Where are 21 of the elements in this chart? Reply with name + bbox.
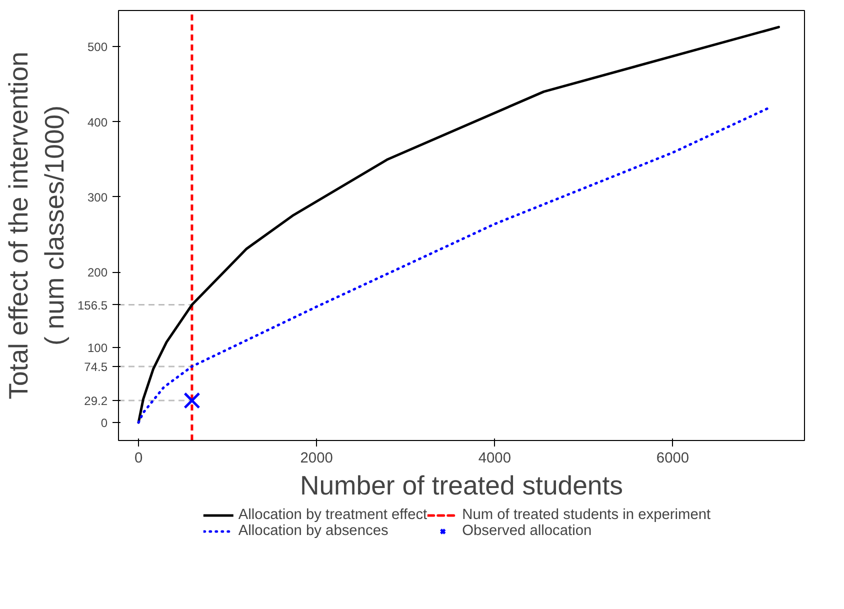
legend-label: Allocation by absences [238,523,388,539]
y-tick-label: 400 [87,115,108,130]
y-tick-label: 300 [87,190,108,204]
legend-label: Allocation by treatment effect [238,507,428,523]
y-tick-label: 500 [87,40,108,54]
x-tick-label: 2000 [300,450,333,466]
y-tick-label: 0 [100,416,108,430]
line-series [137,106,772,424]
legend-label: Observed allocation [462,523,592,539]
y-tick-label: 156.5 [77,298,108,312]
y-axis-title: Total effect of the intervention ( num classes/1000) [3,52,70,400]
x-tick-label: 6000 [656,450,690,466]
legend-label: Num of treated students in experiment [462,507,711,523]
y-tick-label: 29.2 [84,394,108,408]
x-axis-title: Number of treated students [300,470,624,500]
y-tick-label: 74.5 [84,360,108,374]
y-tick-label: 200 [87,266,108,280]
line-series [137,26,780,424]
x-tick-label: 0 [134,450,143,466]
x-tick-label: 4000 [478,450,511,466]
y-tick-label: 100 [87,340,108,355]
